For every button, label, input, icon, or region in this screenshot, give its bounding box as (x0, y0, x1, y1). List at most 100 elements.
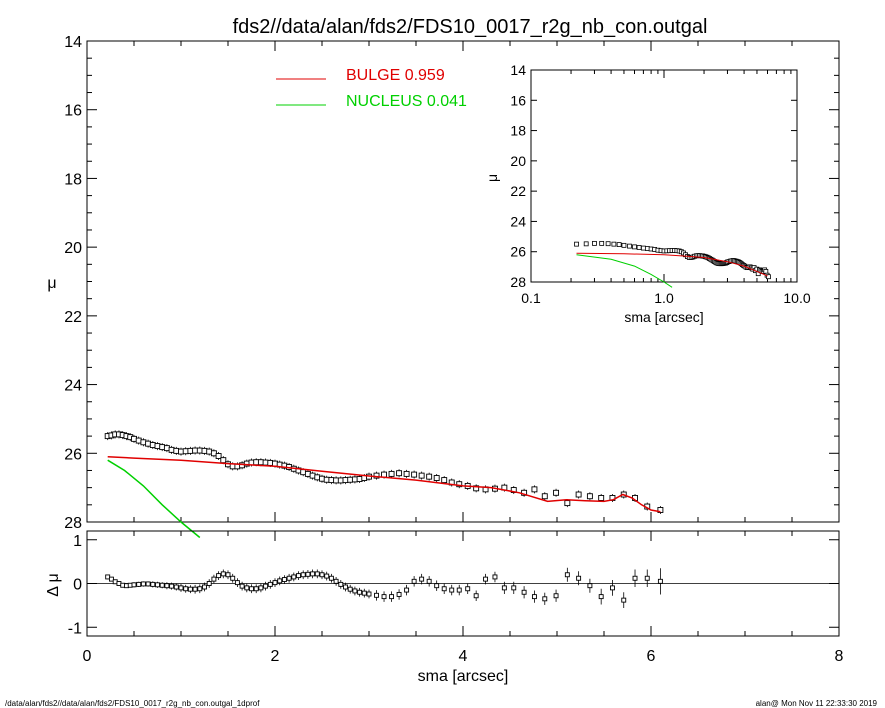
main-data-point (210, 450, 217, 457)
residual-point (211, 576, 217, 582)
residual-point (553, 593, 559, 599)
residual-point (361, 590, 367, 596)
residual-point (449, 587, 455, 593)
residual-point (404, 587, 410, 593)
residual-point (296, 573, 301, 579)
main-data-point (426, 473, 433, 480)
inset-data-point (766, 274, 771, 280)
main-bulge-model-line (107, 455, 661, 513)
residual-point (319, 572, 325, 578)
legend-label-nucleus: NUCLEUS 0.041 (346, 93, 467, 110)
main-data-point (510, 487, 517, 493)
main-data-point (411, 471, 418, 478)
residual-point (381, 594, 387, 600)
chart-title: fds2//data/alan/fds2/FDS10_0017_r2g_nb_c… (233, 16, 708, 38)
main-data-point (586, 493, 593, 500)
residual-point (202, 584, 207, 590)
residual-point (314, 571, 320, 577)
residual-point (286, 575, 292, 581)
residual-point (564, 572, 570, 578)
residual-point (621, 597, 627, 603)
residual-point (333, 578, 339, 584)
residual-point (169, 583, 175, 589)
residual-point (178, 585, 184, 591)
main-data-point (418, 472, 425, 479)
x-axis-label: sma [arcsec] (418, 668, 509, 685)
inset-y-tick-label: 22 (510, 183, 526, 199)
inset-y-tick-label: 18 (510, 123, 526, 139)
residual-point (434, 583, 440, 589)
inset-x-tick-label: 10.0 (783, 290, 810, 306)
x-tick-label: 6 (647, 648, 656, 665)
inset-y-axis-label: μ (484, 174, 500, 182)
main-data-point (187, 447, 194, 454)
inset-y-tick-label: 26 (510, 244, 526, 260)
main-data-point (531, 486, 538, 493)
main-data-point (541, 493, 548, 500)
main-y-tick-label: 20 (64, 240, 82, 257)
main-data-point (163, 445, 170, 452)
residual-point (396, 591, 402, 597)
residual-point (587, 583, 593, 589)
main-data-point (272, 460, 278, 467)
residual-point (277, 578, 283, 584)
residual-point (281, 577, 287, 583)
residual-point (511, 585, 517, 591)
residual-point (239, 583, 245, 589)
inset-data-point (611, 241, 617, 247)
inset-data-point (599, 240, 605, 246)
residual-point (328, 575, 334, 581)
residual-point (531, 594, 537, 600)
residual-point (291, 574, 297, 580)
inset-data-point (621, 242, 627, 248)
residual-y-tick-label: 1 (73, 533, 82, 550)
residual-point (347, 586, 353, 592)
residual-point (206, 581, 212, 586)
residual-point (598, 594, 604, 600)
main-data-point (473, 485, 480, 492)
residual-point (419, 576, 425, 582)
residual-point (352, 588, 358, 594)
residual-point (492, 574, 498, 580)
residual-point (501, 585, 507, 591)
residual-point (192, 586, 198, 592)
residual-point (657, 578, 663, 584)
residual-point (230, 575, 236, 581)
residual-point (216, 573, 222, 579)
footer-right-text: alan@ Mon Nov 11 22:33:30 2019 (756, 699, 878, 708)
residual-point (338, 581, 344, 587)
residual-point (225, 572, 231, 578)
x-tick-label: 8 (835, 648, 844, 665)
main-y-tick-label: 22 (64, 309, 82, 326)
residual-point (108, 576, 114, 582)
main-data-point (373, 472, 380, 479)
residual-point (324, 573, 330, 579)
residual-point (632, 575, 638, 581)
main-y-axis-label: μ (47, 275, 56, 292)
residual-point (187, 586, 193, 592)
x-tick-label: 2 (271, 648, 280, 665)
inset-data-point (583, 241, 589, 247)
residual-point (183, 586, 189, 592)
residual-y-axis-label: Δ μ (45, 573, 62, 596)
inset-y-tick-label: 16 (510, 92, 526, 108)
residual-point (258, 585, 264, 591)
main-data-point (342, 477, 349, 484)
residual-point (357, 589, 363, 595)
footer-left-text: /data/alan/fds2//data/alan/fds2/FDS10_00… (5, 699, 260, 708)
residual-point (220, 571, 226, 577)
main-data-point (319, 475, 325, 482)
residual-y-tick-label: 0 (73, 577, 82, 594)
main-data-point (257, 459, 264, 466)
residual-point (272, 580, 278, 586)
residual-point (644, 575, 650, 581)
residual-point (465, 586, 471, 592)
main-plot: 14 16 18 20 22 24 26 28 μ BULGE 0.959 NUCLEUS 0.04… (47, 34, 840, 539)
residual-point (197, 586, 203, 592)
x-tick-label: 0 (83, 648, 92, 665)
residual-point (140, 581, 146, 587)
residual-point (521, 589, 527, 595)
residual-point (164, 583, 170, 589)
